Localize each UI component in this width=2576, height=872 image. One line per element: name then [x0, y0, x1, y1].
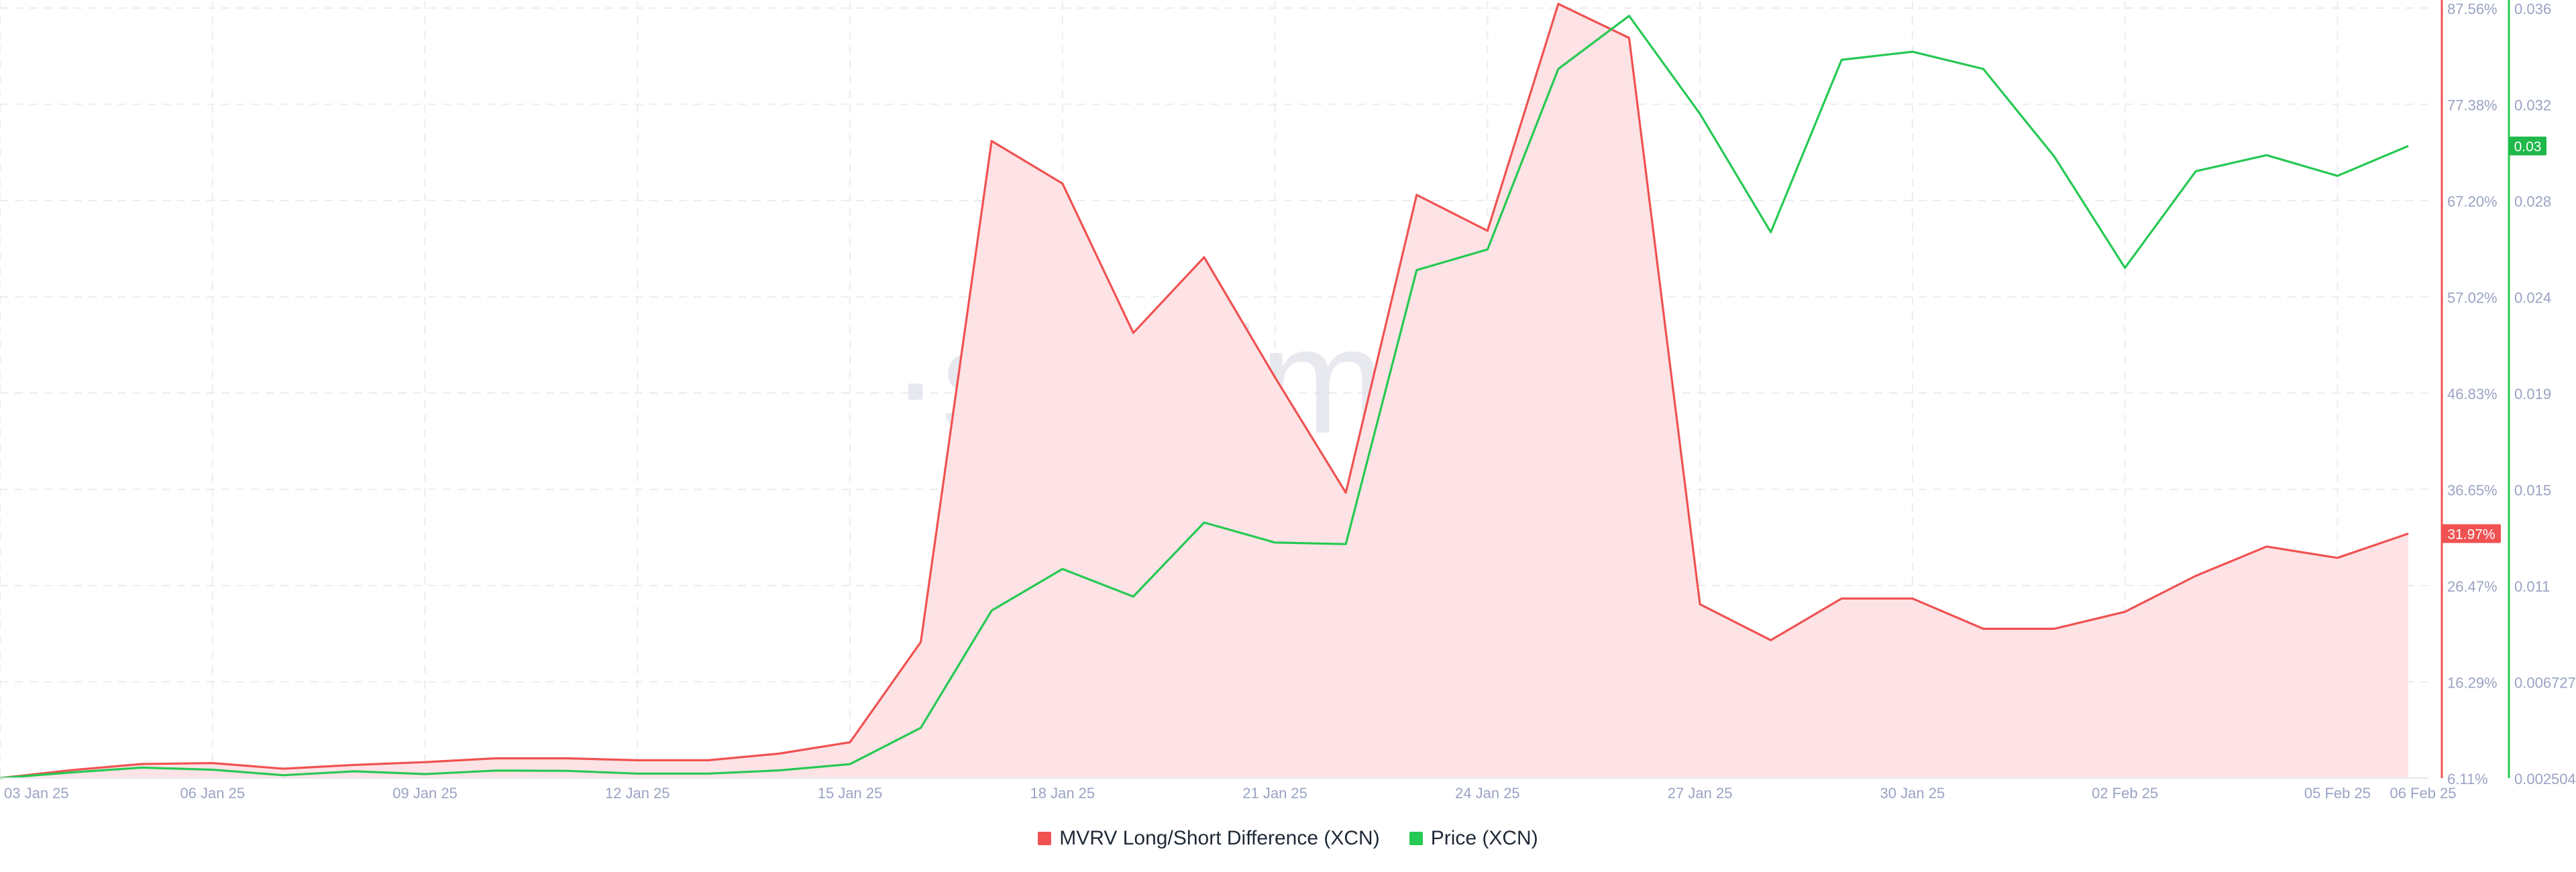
mvrv-axis-tick-label: 46.83%	[2447, 386, 2498, 402]
price-last-value-badge	[2509, 136, 2546, 156]
x-axis-tick-label: 27 Jan 25	[1668, 785, 1733, 802]
price-axis-tick-label: 0.019	[2514, 386, 2551, 402]
mvrv-price-chart: ·santiment· 87.56%77.38%67.20%57.02%46.8…	[0, 0, 2576, 802]
mvrv-axis-tick-label: 36.65%	[2447, 482, 2498, 499]
x-axis-tick-label: 06 Jan 25	[180, 785, 245, 802]
tick-labels: 87.56% 77.38% 67.20% 57.02% 46.83% 36.65% 26.4…	[4, 1, 2576, 802]
price-axis-tick-label: 0.032	[2514, 97, 2551, 114]
price-axis-tick-label: 0.011	[2514, 578, 2550, 595]
price-last-value-label: 0.03	[2514, 140, 2542, 155]
x-axis-tick-label: 09 Jan 25	[392, 785, 458, 802]
x-axis-tick-label: 30 Jan 25	[1880, 785, 1945, 802]
mvrv-last-value-label: 31.97%	[2447, 527, 2495, 543]
mvrv-axis-tick-label: 6.11%	[2447, 771, 2488, 787]
price-line	[0, 15, 2409, 779]
mvrv-line	[0, 3, 2409, 779]
mvrv-axis-tick-label: 16.29%	[2447, 675, 2498, 692]
price-axis-tick-label: 0.036	[2514, 1, 2551, 17]
x-axis-tick-label: 12 Jan 25	[605, 785, 670, 802]
mvrv-axis-tick-label: 67.20%	[2447, 193, 2498, 210]
legend-swatch-mvrv	[1038, 832, 1052, 845]
legend-item-mvrv[interactable]: MVRV Long/Short Difference (XCN)	[1038, 827, 1380, 850]
x-axis-tick-label: 03 Jan 25	[4, 785, 69, 802]
mvrv-axis-tick-label: 77.38%	[2447, 97, 2498, 114]
x-axis-tick-label: 21 Jan 25	[1242, 785, 1307, 802]
legend-label-mvrv: MVRV Long/Short Difference (XCN)	[1059, 827, 1380, 849]
price-axis-tick-label: 0.024	[2514, 290, 2551, 307]
chart-legend: MVRV Long/Short Difference (XCN) Price (…	[0, 824, 2576, 853]
price-axis-tick-label: 0.006727	[2514, 675, 2576, 692]
mvrv-area	[0, 3, 2408, 778]
legend-label-price: Price (XCN)	[1430, 827, 1538, 849]
legend-swatch-price	[1409, 832, 1423, 845]
x-axis-tick-label: 15 Jan 25	[818, 785, 883, 802]
price-axis-tick-label: 0.015	[2514, 482, 2551, 499]
series-layer	[0, 3, 2409, 779]
axes	[0, 0, 2510, 779]
mvrv-axis-tick-label: 87.56%	[2447, 1, 2498, 17]
mvrv-axis-tick-label: 26.47%	[2447, 578, 2498, 595]
legend-item-price[interactable]: Price (XCN)	[1409, 827, 1538, 850]
price-axis-tick-label: 0.002504	[2514, 771, 2576, 787]
x-axis-tick-label: 06 Feb 25	[2390, 785, 2456, 802]
x-axis-tick-label: 24 Jan 25	[1455, 785, 1520, 802]
mvrv-last-value-badge	[2442, 524, 2501, 543]
mvrv-axis-tick-label: 57.02%	[2447, 290, 2498, 307]
x-axis-tick-label: 02 Feb 25	[2092, 785, 2158, 802]
price-axis-tick-label: 0.028	[2514, 193, 2551, 210]
x-axis-tick-label: 18 Jan 25	[1030, 785, 1095, 802]
x-axis-tick-label: 05 Feb 25	[2304, 785, 2371, 802]
